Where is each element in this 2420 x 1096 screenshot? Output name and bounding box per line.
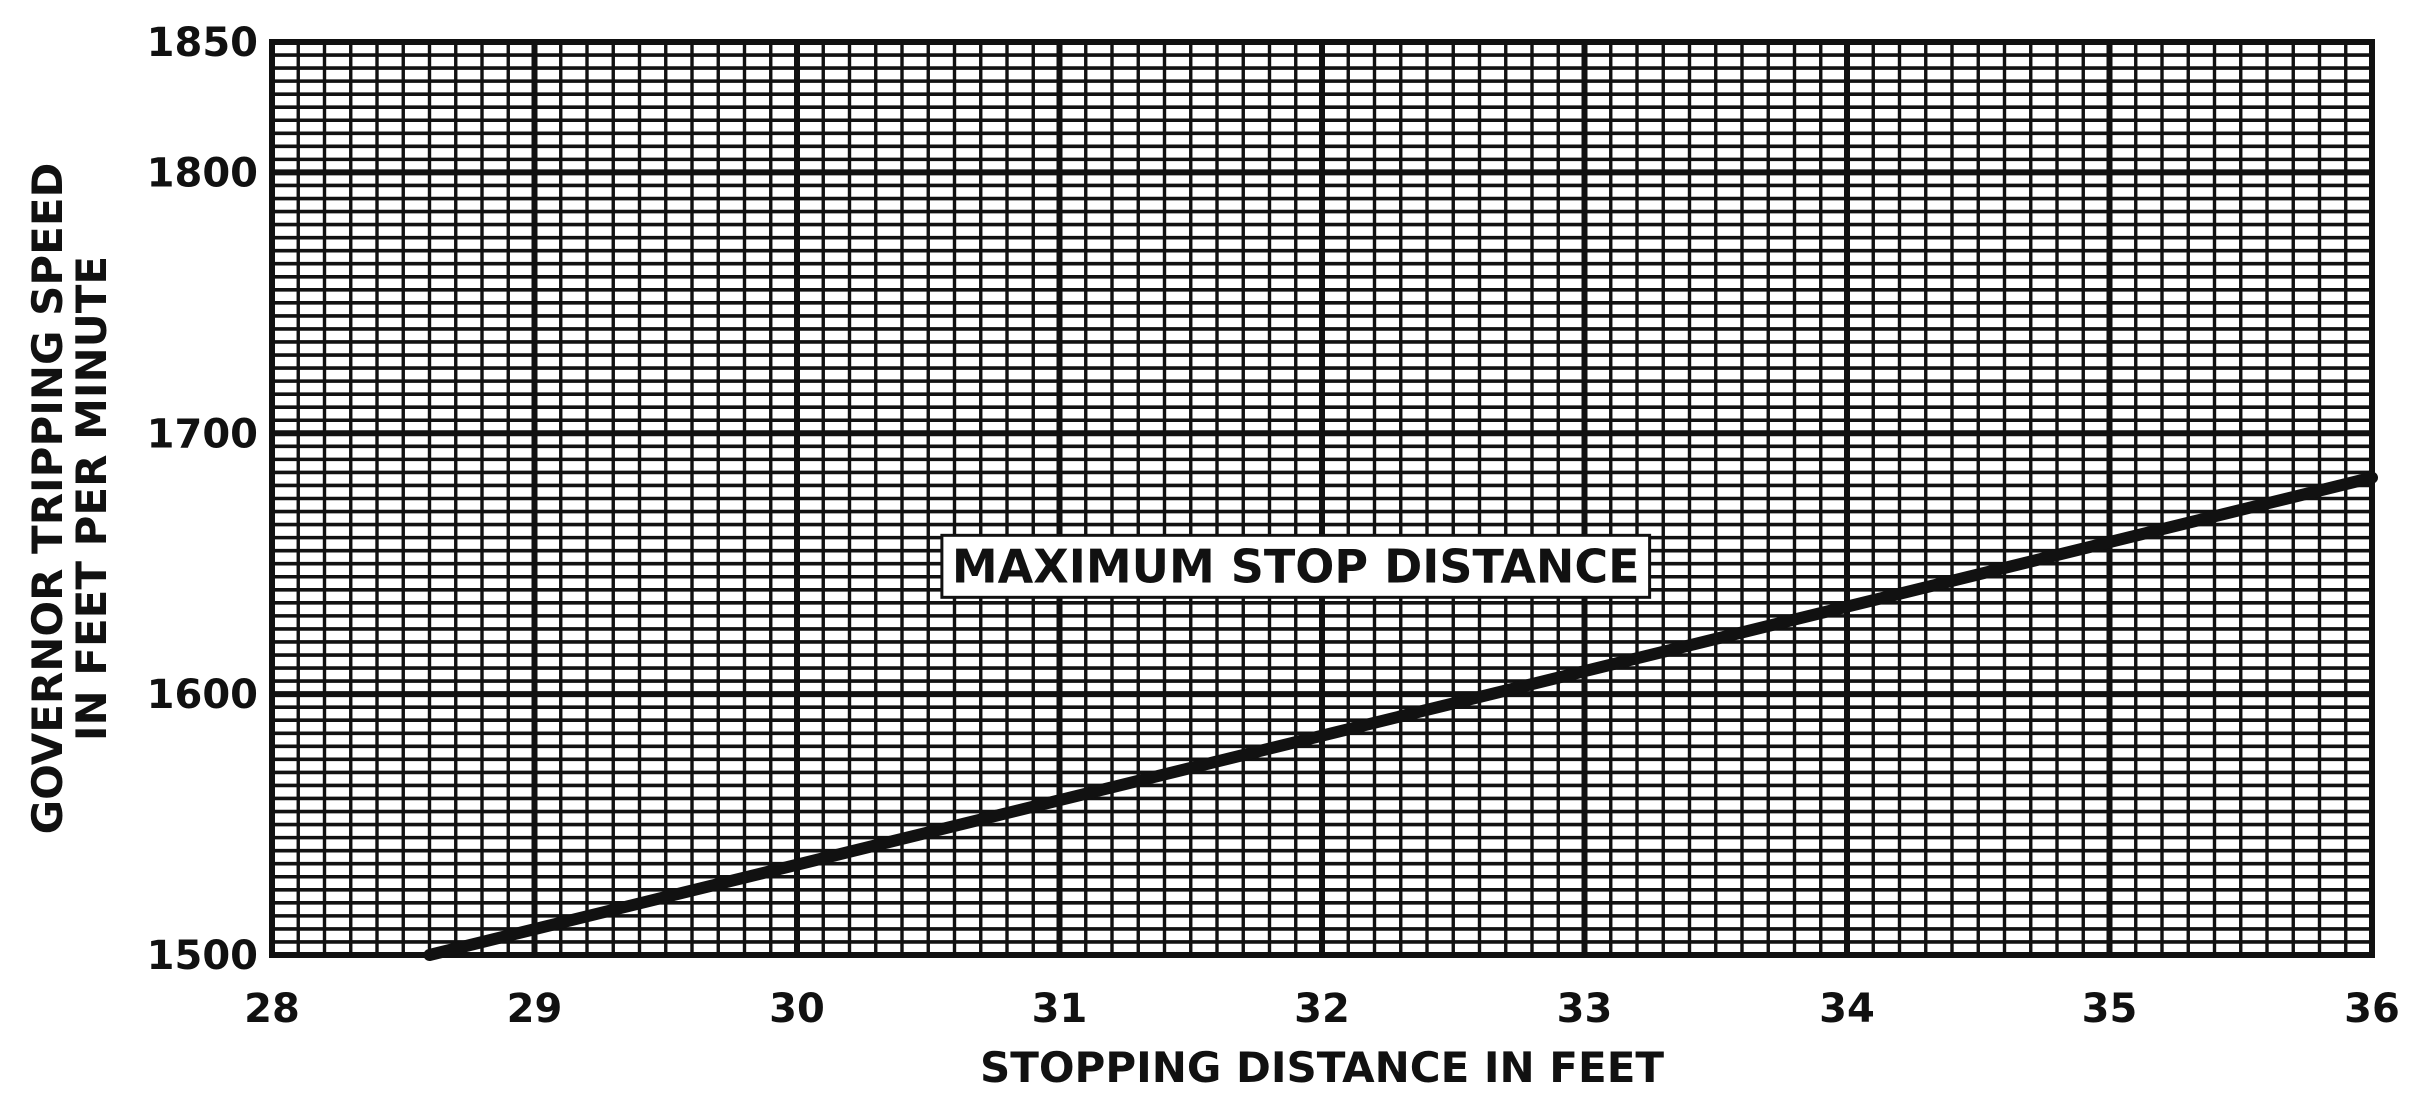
x-tick-label: 31 <box>1032 986 1088 1032</box>
y-tick-labels: 1500 1600 1700 1800 1850 <box>147 20 258 979</box>
x-tick-label: 36 <box>2344 986 2400 1032</box>
annotation-background <box>940 533 1652 599</box>
x-tick-label: 29 <box>507 986 563 1032</box>
x-tick-label: 35 <box>2082 986 2138 1032</box>
x-tick-label: 34 <box>1819 986 1875 1032</box>
x-tick-label: 28 <box>244 986 300 1032</box>
y-tick-label: 1600 <box>147 672 258 718</box>
y-tick-label: 1850 <box>147 20 258 66</box>
x-axis-label: STOPPING DISTANCE IN FEET <box>980 1043 1664 1092</box>
chart-series-layer <box>423 471 2378 961</box>
y-tick-label: 1800 <box>147 150 258 196</box>
y-axis-label-line-1: GOVERNOR TRIPPING SPEED <box>23 163 72 835</box>
annotation-group: MAXIMUM STOP DISTANCE <box>940 533 1652 599</box>
x-tick-label: 32 <box>1294 986 1350 1032</box>
annotation-label: MAXIMUM STOP DISTANCE <box>952 539 1640 593</box>
plot-frame <box>269 39 2375 958</box>
x-tick-labels: 28 29 30 31 32 33 34 35 36 <box>244 986 2400 1032</box>
y-tick-label: 1700 <box>147 411 258 457</box>
y-axis-label: GOVERNOR TRIPPING SPEED IN FEET PER MINU… <box>23 163 116 835</box>
y-axis-label-line-2: IN FEET PER MINUTE <box>67 256 116 741</box>
maximum-stop-distance-line <box>423 471 2378 961</box>
chart-grid <box>269 40 2375 958</box>
x-tick-label: 30 <box>769 986 825 1032</box>
y-tick-label: 1500 <box>147 933 258 979</box>
x-tick-label: 33 <box>1557 986 1613 1032</box>
